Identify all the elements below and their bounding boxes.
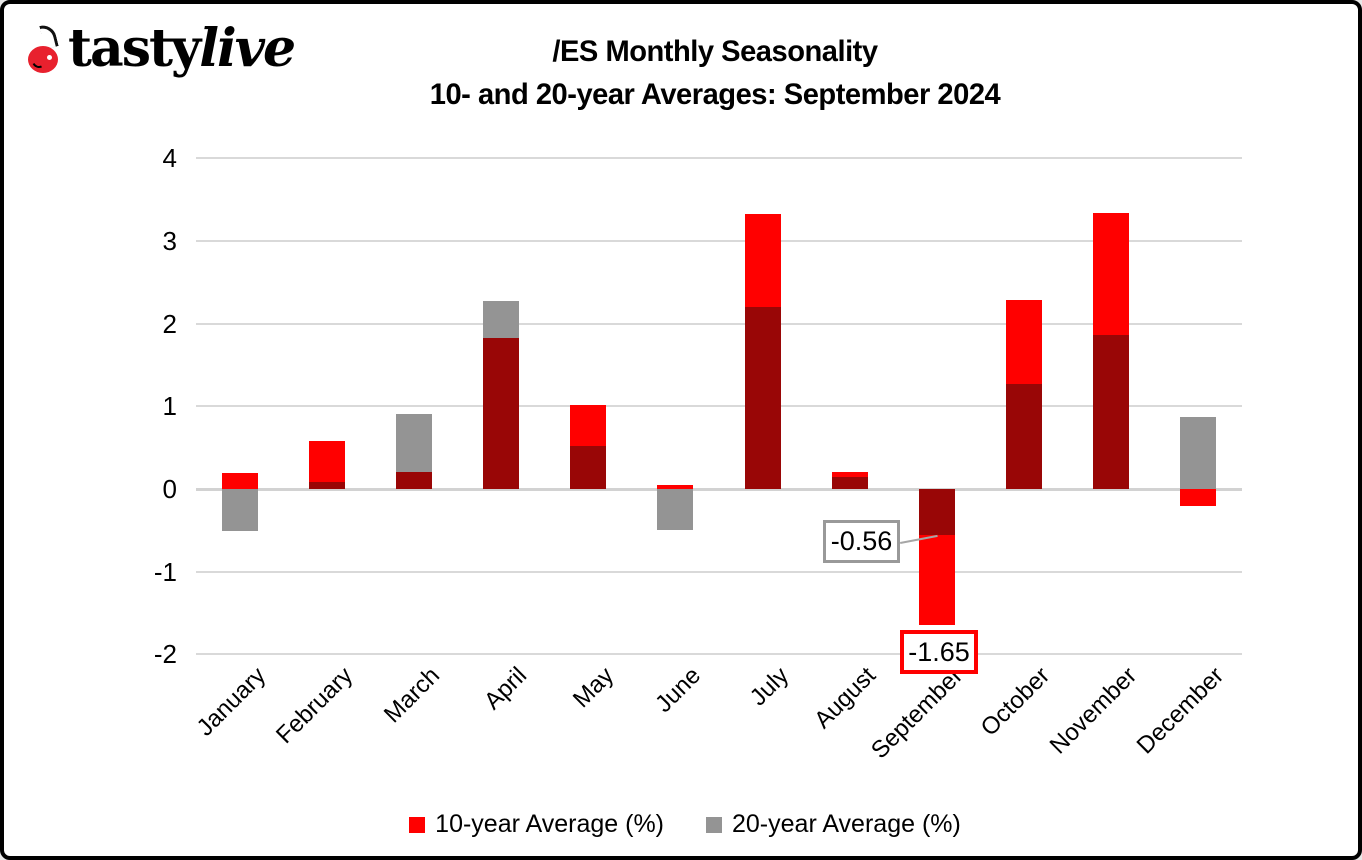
bar-overlap-September bbox=[918, 489, 955, 536]
x-axis-label-August: August bbox=[808, 662, 881, 734]
bar-overlap-November bbox=[1093, 335, 1130, 489]
legend-label-10yr: 10-year Average (%) bbox=[435, 810, 664, 838]
y-axis-tick-label: 0 bbox=[162, 474, 177, 504]
bar-10yr-September bbox=[918, 535, 955, 626]
y-axis-tick-label: -1 bbox=[153, 556, 177, 587]
x-axis-label-September: September bbox=[865, 662, 968, 765]
gridline bbox=[196, 322, 1242, 325]
logo-text-accent: live bbox=[199, 18, 296, 79]
gridline bbox=[196, 653, 1242, 656]
y-axis-tick-label: 2 bbox=[162, 308, 177, 339]
chart-title-block: /ES Monthly Seasonality 10- and 20-year … bbox=[429, 30, 1001, 116]
logo-text-main: tasty bbox=[68, 18, 201, 79]
x-axis-label-March: March bbox=[378, 662, 445, 729]
tastylive-logo: tastylive bbox=[24, 18, 354, 92]
zero-gridline bbox=[196, 488, 1242, 491]
plot-area: 4 3 2 1 0 -1 -2 January February March April May Jun… bbox=[4, 4, 1358, 856]
bar-20yr-June bbox=[657, 489, 694, 531]
legend: 10-year Average (%) 20-year Average (%) bbox=[4, 810, 1358, 839]
bar-10yr-October bbox=[1006, 299, 1043, 384]
chart-title: /ES Monthly Seasonality bbox=[552, 35, 878, 68]
bar-10yr-August bbox=[831, 472, 868, 478]
bar-overlap-May bbox=[570, 445, 607, 489]
gridline bbox=[196, 570, 1242, 573]
x-axis-label-February: February bbox=[270, 662, 358, 750]
bar-10yr-February bbox=[308, 441, 345, 483]
y-axis-tick-label: 1 bbox=[162, 391, 177, 422]
bar-10yr-June bbox=[657, 484, 694, 489]
x-axis-label-May: May bbox=[568, 662, 620, 714]
x-axis-label-November: November bbox=[1044, 662, 1143, 760]
y-axis-tick-label: 4 bbox=[162, 143, 177, 174]
x-axis-label-June: June bbox=[650, 662, 707, 718]
legend-swatch-20yr bbox=[706, 816, 722, 833]
legend-label-20yr: 20-year Average (%) bbox=[732, 810, 961, 838]
bar-overlap-August bbox=[831, 477, 868, 489]
x-axis-label-April: April bbox=[479, 662, 533, 716]
bar-overlap-March bbox=[395, 471, 432, 489]
x-axis-label-July: July bbox=[744, 662, 794, 712]
bar-overlap-April bbox=[483, 338, 520, 489]
logo-text: tastylive bbox=[68, 18, 296, 79]
x-axis-label-October: October bbox=[975, 662, 1056, 742]
bar-20yr-December bbox=[1180, 417, 1217, 489]
legend-swatch-10yr bbox=[409, 816, 426, 833]
annotation-10yr-value: -1.65 bbox=[900, 630, 978, 674]
y-axis-tick-label: -2 bbox=[153, 639, 177, 670]
bar-10yr-May bbox=[570, 405, 607, 446]
legend-item-20yr: 20-year Average (%) bbox=[706, 810, 961, 839]
bar-overlap-February bbox=[308, 482, 345, 489]
bar-overlap-October bbox=[1006, 383, 1043, 489]
bar-10yr-November bbox=[1093, 212, 1130, 336]
gridline bbox=[196, 239, 1242, 242]
bar-10yr-December bbox=[1180, 489, 1217, 507]
bar-20yr-March bbox=[395, 413, 432, 472]
cherry-icon bbox=[28, 46, 58, 73]
bar-20yr-January bbox=[221, 489, 258, 532]
x-axis-label-December: December bbox=[1132, 662, 1230, 760]
gridline bbox=[196, 405, 1242, 408]
bar-20yr-April bbox=[483, 301, 520, 339]
bar-10yr-January bbox=[221, 473, 258, 489]
annotation-20yr-value: -0.56 bbox=[823, 520, 900, 563]
y-axis-tick-label: 3 bbox=[162, 225, 177, 256]
gridline bbox=[196, 157, 1242, 160]
legend-item-10yr: 10-year Average (%) bbox=[409, 810, 664, 839]
bar-overlap-July bbox=[744, 307, 781, 489]
chart-subtitle: 10- and 20-year Averages: September 2024 bbox=[429, 78, 1001, 111]
x-axis-label-January: January bbox=[191, 662, 271, 742]
bar-10yr-July bbox=[744, 213, 781, 308]
